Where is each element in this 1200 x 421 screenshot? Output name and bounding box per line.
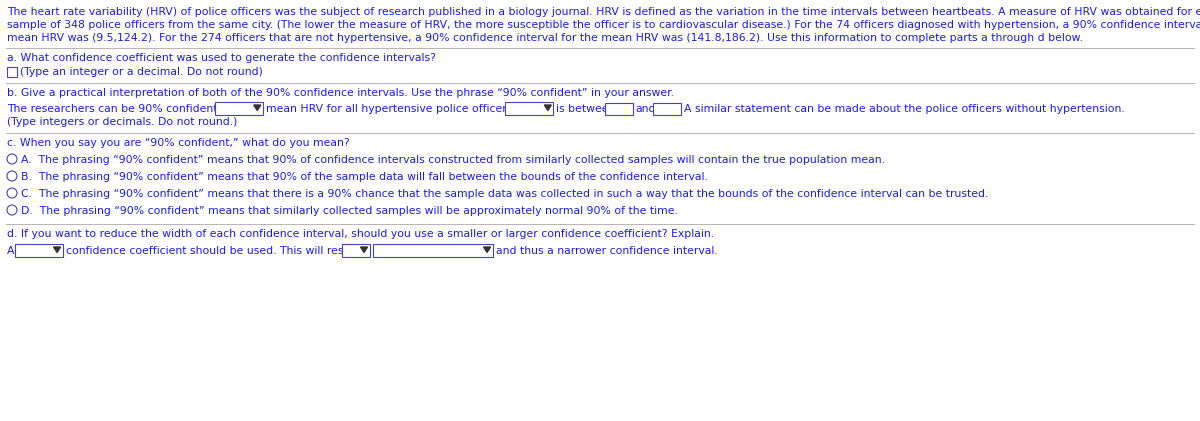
Text: b. Give a practical interpretation of both of the 90% confidence intervals. Use : b. Give a practical interpretation of bo…	[7, 88, 674, 98]
Text: B.  The phrasing “90% confident” means that 90% of the sample data will fall bet: B. The phrasing “90% confident” means th…	[22, 172, 708, 182]
Text: The researchers can be 90% confident that the: The researchers can be 90% confident tha…	[7, 104, 264, 114]
FancyBboxPatch shape	[14, 244, 62, 257]
FancyBboxPatch shape	[215, 102, 263, 115]
Text: mean HRV for all hypertensive police officers in the: mean HRV for all hypertensive police off…	[265, 104, 547, 114]
Text: A similar statement can be made about the police officers without hypertension.: A similar statement can be made about th…	[684, 104, 1124, 114]
FancyBboxPatch shape	[372, 244, 492, 257]
Text: C.  The phrasing “90% confident” means that there is a 90% chance that the sampl: C. The phrasing “90% confident” means th…	[22, 189, 989, 199]
Polygon shape	[484, 247, 491, 253]
Text: confidence coefficient should be used. This will result in a: confidence coefficient should be used. T…	[66, 246, 380, 256]
Text: mean HRV was (9.5,124.2). For the 274 officers that are not hypertensive, a 90% : mean HRV was (9.5,124.2). For the 274 of…	[7, 33, 1082, 43]
Polygon shape	[253, 105, 260, 110]
Text: a. What confidence coefficient was used to generate the confidence intervals?: a. What confidence coefficient was used …	[7, 53, 436, 63]
Circle shape	[7, 154, 17, 164]
FancyBboxPatch shape	[605, 103, 632, 115]
Text: and: and	[636, 104, 656, 114]
Text: (Type an integer or a decimal. Do not round): (Type an integer or a decimal. Do not ro…	[20, 67, 263, 77]
Text: A: A	[7, 246, 14, 256]
Text: The heart rate variability (HRV) of police officers was the subject of research : The heart rate variability (HRV) of poli…	[7, 7, 1200, 17]
Text: c. When you say you are “90% confident,” what do you mean?: c. When you say you are “90% confident,”…	[7, 138, 349, 148]
FancyBboxPatch shape	[653, 103, 680, 115]
Text: sample of 348 police officers from the same city. (The lower the measure of HRV,: sample of 348 police officers from the s…	[7, 20, 1200, 30]
Text: A.  The phrasing “90% confident” means that 90% of confidence intervals construc: A. The phrasing “90% confident” means th…	[22, 155, 886, 165]
Circle shape	[7, 188, 17, 198]
FancyBboxPatch shape	[7, 67, 17, 77]
Polygon shape	[360, 247, 367, 253]
Text: (Type integers or decimals. Do not round.): (Type integers or decimals. Do not round…	[7, 117, 238, 127]
FancyBboxPatch shape	[505, 102, 553, 115]
Text: d. If you want to reduce the width of each confidence interval, should you use a: d. If you want to reduce the width of ea…	[7, 229, 714, 239]
Text: and thus a narrower confidence interval.: and thus a narrower confidence interval.	[496, 246, 718, 256]
Circle shape	[7, 171, 17, 181]
Text: is between: is between	[557, 104, 616, 114]
FancyBboxPatch shape	[342, 244, 370, 257]
Polygon shape	[545, 105, 551, 110]
Text: D.  The phrasing “90% confident” means that similarly collected samples will be : D. The phrasing “90% confident” means th…	[22, 206, 678, 216]
Circle shape	[7, 205, 17, 215]
Polygon shape	[54, 247, 60, 253]
